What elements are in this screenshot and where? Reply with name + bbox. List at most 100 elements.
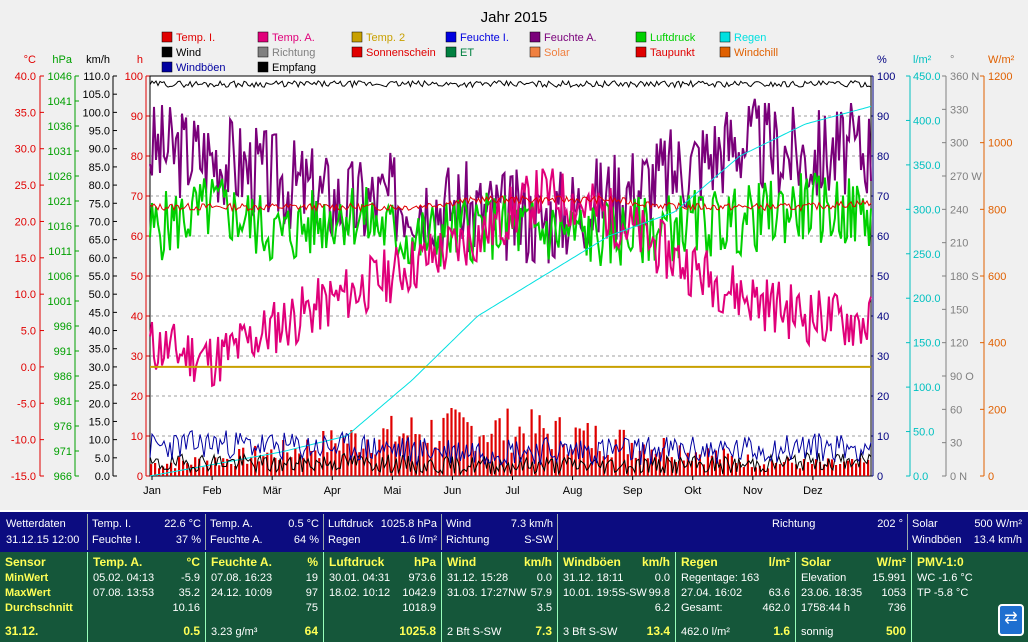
- minwert-label: MinWert: [5, 572, 49, 584]
- sunshine-bar: [410, 417, 413, 476]
- sunshine-bar: [346, 443, 349, 476]
- statistics-panel: Sensor MinWert MaxWert Durchschnitt 31.1…: [0, 552, 1028, 642]
- axis-tick-label: 330: [950, 104, 968, 116]
- sunshine-bar: [530, 409, 533, 476]
- temp-header: Temp. A.: [93, 555, 143, 569]
- sunshine-bar: [738, 462, 741, 476]
- axis-tick-label: 70: [131, 191, 143, 203]
- stats-gust-column: Windböen km/h 31.12. 18:11 0.0 10.01. 19:5…: [558, 552, 676, 642]
- axis-unit: W/m²: [988, 54, 1015, 66]
- sunshine-bar: [494, 420, 497, 476]
- wind-bft: 2 Bft S-SW: [447, 626, 502, 638]
- axis-tick-label: 80.0: [89, 180, 110, 192]
- weather-chart: Jahr 2015 Temp. I. Temp. A. Temp. 2 Feuchte…: [10, 9, 1015, 497]
- sunshine-bar: [482, 435, 485, 476]
- stats-pmv-column: PMV-1:0 WC -1.6 °C TP -5.8 °C: [912, 552, 1028, 642]
- sunshine-bar: [806, 462, 810, 476]
- axis-tick-label: 5.0: [21, 326, 36, 338]
- sunshine-bar: [662, 438, 665, 476]
- sunshine-bar: [566, 454, 569, 476]
- axis-tick-label: 400.0: [913, 115, 941, 127]
- current-values-bar: Wetterdaten 31.12.15 12:00 Temp. I. 22.6 …: [0, 510, 1028, 552]
- sunshine-bar: [594, 425, 597, 476]
- wind-unit: km/h: [523, 555, 552, 569]
- value: 64 %: [293, 534, 319, 546]
- axis-tick-label: 180 S: [950, 271, 979, 283]
- sunshine-bar: [334, 443, 337, 476]
- sunshine-bar: [350, 430, 353, 476]
- axis-tick-label: 90: [877, 111, 889, 123]
- sunshine-bar: [586, 423, 589, 476]
- value: 22.6 °C: [164, 518, 201, 530]
- sunshine-bar: [778, 464, 782, 476]
- remote-support-icon[interactable]: ⇄: [998, 604, 1024, 636]
- temp-current: 0.5: [183, 624, 200, 638]
- axis-tick-label: 90: [131, 111, 143, 123]
- sunshine-bar: [342, 437, 345, 476]
- wind-min: 0.0: [536, 572, 552, 584]
- sunshine-bar: [442, 417, 445, 476]
- sunshine-bar: [706, 448, 709, 476]
- axis-tick-label: 966: [54, 471, 72, 483]
- axis-tick-label: 50: [877, 271, 889, 283]
- axis-tick-label: 20.0: [89, 398, 110, 410]
- sunshine-bar: [678, 445, 681, 476]
- legend: Temp. I. Temp. A. Temp. 2 Feuchte I. Feuchte…: [161, 31, 778, 74]
- sunshine-bar: [450, 408, 453, 476]
- label: Richtung: [446, 534, 490, 546]
- gust-current: 13.4: [646, 624, 670, 638]
- legend-label: Solar: [544, 47, 570, 59]
- sunshine-bar: [430, 419, 433, 476]
- sunshine-bar: [254, 445, 257, 476]
- sunshine-bar: [814, 459, 818, 476]
- gust-max-dir: S-SW: [618, 587, 647, 599]
- sunshine-bar: [718, 459, 721, 476]
- sunshine-bar: [666, 457, 669, 476]
- sunshine-bar: [614, 439, 617, 476]
- sunshine-bar: [754, 467, 757, 476]
- label: Feuchte I.: [92, 534, 141, 546]
- current-wind: Wind 7.3 km/h Richtung S-SW: [442, 514, 558, 550]
- sunshine-bar: [378, 439, 381, 476]
- press-max-date: 18.02. 10:12: [329, 587, 391, 599]
- sunshine-bar: [438, 440, 441, 476]
- left-axes: °C 40.0 35.0 30.0 25.0 20.0 15.0 10.0 5.0 0.0 -5.0…: [11, 54, 150, 483]
- x-axis: Jan Feb Mär Apr Mai Jun Jul Aug Sep Okt Nov Dez: [143, 476, 823, 497]
- solar-elev: 15.991: [872, 572, 906, 584]
- sunshine-bar: [174, 468, 177, 476]
- axis-tick-label: 210: [950, 238, 968, 250]
- legend-label: ET: [460, 47, 474, 59]
- legend-label: Richtung: [272, 47, 315, 59]
- axis-tick-label: 0.0: [913, 471, 928, 483]
- axis-tick-label: 15.0: [89, 416, 110, 428]
- sunshine-bar: [150, 464, 153, 476]
- axis-tick-label: 30: [877, 351, 889, 363]
- value: 1025.8 hPa: [380, 518, 437, 530]
- axis-tick-label: 976: [54, 421, 72, 433]
- axis-unit: %: [877, 54, 887, 66]
- sunshine-bar: [354, 433, 357, 476]
- legend-swatch: [445, 31, 457, 43]
- sunshine-bar: [406, 435, 409, 476]
- axis-tick-label: 40.0: [89, 326, 110, 338]
- x-tick-label: Jun: [444, 485, 462, 497]
- sunshine-bar: [863, 462, 866, 476]
- sunshine-bar: [238, 449, 241, 476]
- axis-tick-label: 30: [131, 351, 143, 363]
- axis-tick-label: 10.0: [15, 289, 36, 301]
- sunshine-bar: [478, 436, 481, 476]
- sunshine-bar: [294, 448, 297, 476]
- axis-tick-label: 60.0: [89, 253, 110, 265]
- axis-tick-label: 105.0: [82, 89, 110, 101]
- pmv-header: PMV-1:0: [917, 555, 964, 569]
- hum-header: Feuchte A.: [211, 555, 272, 569]
- axis-tick-label: 0.0: [95, 471, 110, 483]
- sunshine-bar: [746, 454, 749, 476]
- sunshine-bar: [506, 408, 509, 476]
- sunshine-bar: [847, 460, 850, 476]
- stats-solar-column: Solar W/m² Elevation 15.991 23.06. 18:35 10…: [796, 552, 912, 642]
- sunshine-bar: [810, 464, 814, 476]
- axis-tick-label: 15.0: [15, 253, 36, 265]
- axis-tick-label: 60: [950, 404, 962, 416]
- temp-min: -5.9: [181, 572, 200, 584]
